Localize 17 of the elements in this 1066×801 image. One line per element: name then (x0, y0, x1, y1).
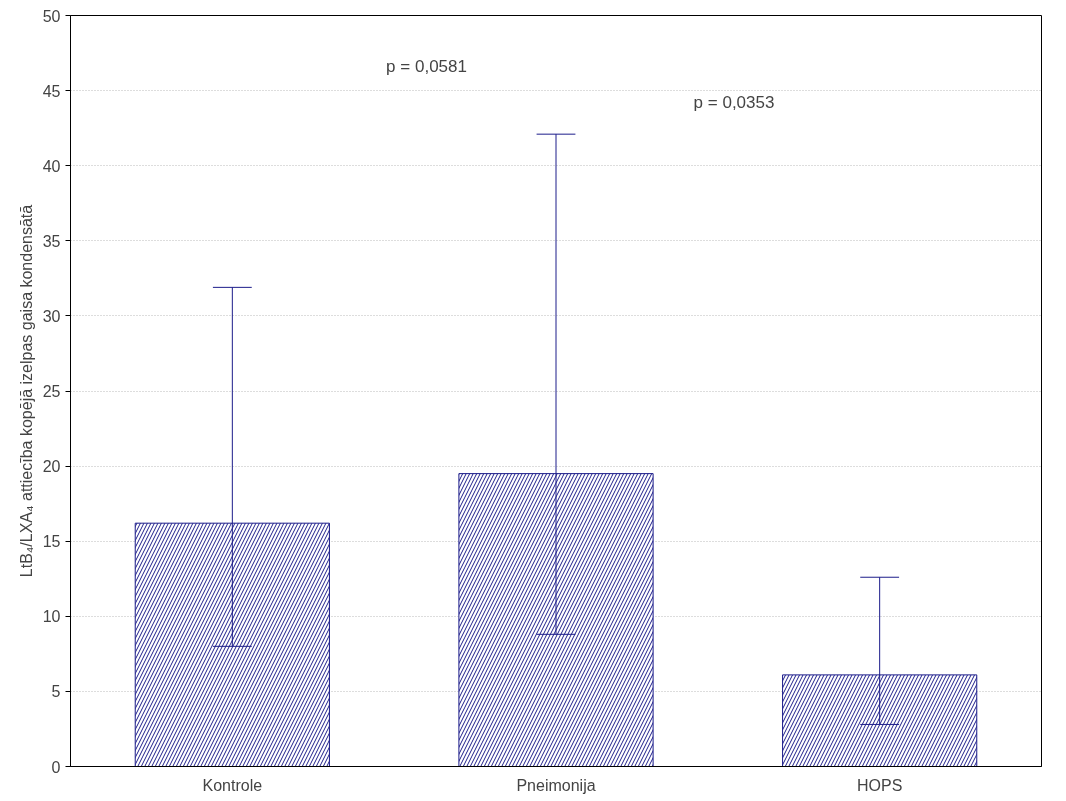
y-tick-label: 50 (42, 7, 61, 25)
y-tick-label: 30 (42, 307, 61, 325)
annotation: p = 0,0581 (386, 56, 467, 76)
y-tick-label: 5 (51, 683, 61, 701)
y-tick-label: 15 (42, 533, 61, 551)
y-axis-title: LtB₄/LXA₄ attiecība kopējā izelpas gaisa kondensātā (17, 204, 35, 578)
y-tick-label: 45 (42, 82, 61, 100)
y-tick-label: 40 (42, 157, 61, 175)
y-tick-label: 0 (51, 758, 61, 776)
x-tick-label: HOPS (856, 776, 903, 794)
y-tick-label: 20 (42, 458, 61, 476)
y-tick-label: 35 (42, 232, 61, 250)
x-tick-label: Kontrole (202, 776, 263, 794)
y-tick-label: 10 (42, 608, 61, 626)
y-tick-label: 25 (42, 383, 61, 400)
x-tick-label: Pneimonija (516, 776, 596, 794)
annotation: p = 0,0353 (693, 92, 775, 112)
